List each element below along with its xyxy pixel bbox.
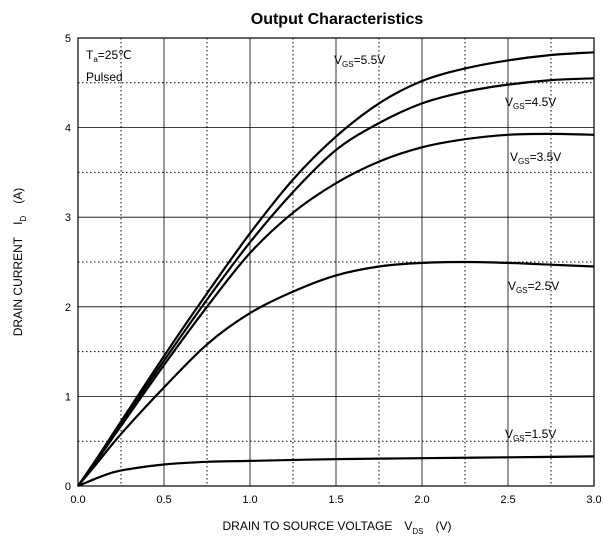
plot-frame: [77, 37, 595, 487]
y-tick-label: 4: [65, 123, 71, 135]
y-tick-label: 2: [65, 302, 71, 314]
x-tick-label: 1.0: [242, 494, 257, 506]
curve-v-gs-5.5v: [77, 51, 595, 487]
series-label: VGS=4.5V: [505, 95, 556, 111]
y-axis-subscript: D: [19, 216, 28, 222]
curve-v-gs-1.5v: [77, 455, 595, 488]
y-axis-unit: (A): [11, 188, 25, 204]
y-tick-label: 1: [65, 391, 71, 403]
x-axis-subscript: DS: [412, 527, 423, 536]
x-tick-label: 0.0: [70, 494, 85, 506]
temp-value: =25℃: [98, 48, 132, 62]
series-label: VGS=2.5V: [508, 279, 559, 295]
temperature-condition: Ta=25℃: [86, 48, 132, 64]
curve-v-gs-4.5v: [77, 77, 595, 487]
x-axis-symbol: V: [404, 519, 412, 533]
x-tick-label: 2.0: [414, 494, 429, 506]
x-axis-unit: (V): [435, 519, 451, 533]
series-label: VGS=3.5V: [510, 150, 561, 166]
curve-v-gs-3.5v: [77, 132, 595, 487]
x-tick-label: 2.5: [500, 494, 515, 506]
series-labels: VGS=5.5V VGS=4.5V VGS=3.5V VGS=2.5V VGS=1.5V: [334, 53, 561, 443]
temp-symbol: T: [86, 48, 94, 62]
series-label: VGS=5.5V: [334, 53, 385, 69]
x-tick-label: 1.5: [328, 494, 343, 506]
y-tick-label: 0: [65, 481, 71, 493]
curve-v-gs-2.5v: [77, 260, 595, 487]
y-tick-label: 3: [65, 212, 71, 224]
x-axis-label-main: DRAIN TO SOURCE VOLTAGE: [223, 519, 393, 533]
y-axis-label-main: DRAIN CURRENT: [11, 236, 25, 336]
y-axis-label: DRAIN CURRENT ID (A): [11, 188, 28, 336]
series-curves: [77, 51, 595, 488]
temp-subscript: a: [93, 55, 98, 64]
x-tick-label: 0.5: [156, 494, 171, 506]
y-tick-label: 5: [65, 33, 71, 45]
chart-title: Output Characteristics: [251, 11, 424, 28]
y-axis-symbol: I: [11, 222, 25, 225]
x-axis-label: DRAIN TO SOURCE VOLTAGE VDS (V): [223, 519, 452, 536]
x-tick-label: 3.0: [586, 494, 601, 506]
tick-labels: 0.0 0.5 1.0 1.5 2.0 2.5 3.0 0 1 2 3 4 5: [65, 33, 602, 506]
pulsed-condition: Pulsed: [86, 70, 123, 84]
series-label: VGS=1.5V: [505, 427, 556, 443]
